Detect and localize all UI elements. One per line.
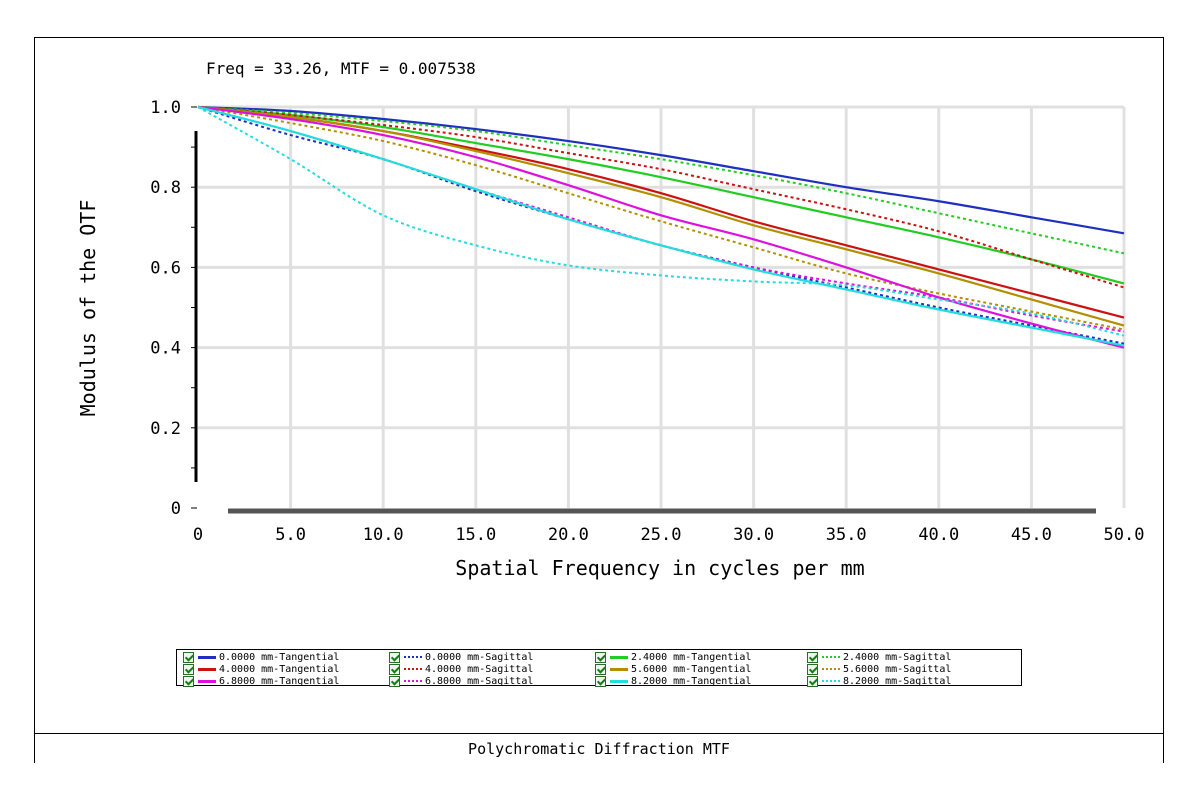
legend-item[interactable]: 4.0000 mm-Sagittal bbox=[389, 663, 595, 675]
series-line-0-0000-mm-tangential bbox=[197, 105, 1125, 235]
legend-swatch bbox=[404, 680, 422, 682]
legend-checkbox[interactable] bbox=[595, 651, 606, 663]
legend-checkbox[interactable] bbox=[183, 663, 194, 675]
x-tick-label: 5.0 bbox=[275, 525, 306, 545]
series-line-6-8000-mm-tangential bbox=[197, 105, 1125, 349]
series-line-4-0000-mm-sagittal bbox=[197, 106, 1125, 289]
legend-item[interactable]: 8.2000 mm-Tangential bbox=[595, 675, 807, 687]
series-line-5-6000-mm-tangential bbox=[197, 105, 1125, 327]
legend-item[interactable]: 2.4000 mm-Tangential bbox=[595, 651, 807, 663]
series-line-8-2000-mm-sagittal bbox=[197, 106, 1125, 337]
legend-label: 2.4000 mm-Tangential bbox=[631, 651, 752, 663]
legend-label: 4.0000 mm-Tangential bbox=[219, 663, 340, 675]
legend-checkbox[interactable] bbox=[389, 651, 400, 663]
x-tick-label: 35.0 bbox=[826, 525, 867, 545]
legend-label: 5.6000 mm-Sagittal bbox=[843, 663, 952, 675]
x-tick-label: 10.0 bbox=[363, 525, 404, 545]
plot-grid bbox=[198, 105, 1126, 508]
y-tick-label: 0.2 bbox=[150, 419, 181, 439]
y-tick-label: 0.4 bbox=[150, 339, 181, 359]
legend-item[interactable]: 6.8000 mm-Tangential bbox=[183, 675, 389, 687]
y-tick-label: 1.0 bbox=[150, 98, 181, 118]
legend-item[interactable]: 4.0000 mm-Tangential bbox=[183, 663, 389, 675]
series-lines bbox=[197, 105, 1125, 349]
legend-item[interactable]: 5.6000 mm-Sagittal bbox=[807, 663, 1013, 675]
series-line-5-6000-mm-sagittal bbox=[197, 106, 1125, 331]
legend-item[interactable]: 8.2000 mm-Sagittal bbox=[807, 675, 1013, 687]
tick-labels: 0 5.0 10.0 15.0 20.0 25.0 30.0 35.0 40.0 45.0 50.0… bbox=[150, 98, 1144, 545]
x-tick-label: 45.0 bbox=[1011, 525, 1052, 545]
legend-item[interactable]: 0.0000 mm-Sagittal bbox=[389, 651, 595, 663]
legend-checkbox[interactable] bbox=[807, 675, 818, 687]
legend-label: 0.0000 mm-Tangential bbox=[219, 651, 340, 663]
legend-swatch bbox=[198, 679, 216, 683]
legend-swatch bbox=[822, 668, 840, 670]
legend-item[interactable]: 5.6000 mm-Tangential bbox=[595, 663, 807, 675]
legend-checkbox[interactable] bbox=[183, 651, 194, 663]
legend-checkbox[interactable] bbox=[389, 675, 400, 687]
legend-swatch bbox=[610, 679, 628, 683]
legend-item[interactable]: 0.0000 mm-Tangential bbox=[183, 651, 389, 663]
legend-checkbox[interactable] bbox=[389, 663, 400, 675]
legend-item[interactable]: 6.8000 mm-Sagittal bbox=[389, 675, 595, 687]
legend-checkbox[interactable] bbox=[595, 663, 606, 675]
legend-label: 6.8000 mm-Sagittal bbox=[425, 675, 534, 687]
legend-swatch bbox=[198, 655, 216, 659]
legend-label: 2.4000 mm-Sagittal bbox=[843, 651, 952, 663]
x-tick-label: 20.0 bbox=[548, 525, 589, 545]
x-tick-label: 50.0 bbox=[1104, 525, 1145, 545]
series-line-2-4000-mm-sagittal bbox=[197, 106, 1125, 255]
legend-swatch bbox=[610, 655, 628, 659]
y-axis-label: Modulus of the OTF bbox=[76, 200, 100, 417]
legend-checkbox[interactable] bbox=[183, 675, 194, 687]
legend-label: 5.6000 mm-Tangential bbox=[631, 663, 752, 675]
legend-label: 8.2000 mm-Tangential bbox=[631, 675, 752, 687]
legend-label: 4.0000 mm-Sagittal bbox=[425, 663, 534, 675]
legend-swatch bbox=[610, 667, 628, 671]
legend-swatch bbox=[404, 668, 422, 670]
legend-swatch bbox=[404, 656, 422, 658]
legend-label: 6.8000 mm-Tangential bbox=[219, 675, 340, 687]
legend-label: 0.0000 mm-Sagittal bbox=[425, 651, 534, 663]
x-axis-label: Spatial Frequency in cycles per mm bbox=[455, 556, 864, 580]
x-tick-label: 25.0 bbox=[641, 525, 682, 545]
chart-footer-title: Polychromatic Diffraction MTF bbox=[34, 733, 1164, 763]
y-tick-label: 0.6 bbox=[150, 258, 181, 278]
x-tick-label: 15.0 bbox=[455, 525, 496, 545]
legend-checkbox[interactable] bbox=[595, 675, 606, 687]
legend-swatch bbox=[198, 667, 216, 671]
cursor-readout: Freq = 33.26, MTF = 0.007538 bbox=[206, 59, 476, 78]
x-tick-label: 30.0 bbox=[733, 525, 774, 545]
legend-checkbox[interactable] bbox=[807, 651, 818, 663]
legend: 0.0000 mm-Tangential 0.0000 mm-Sagittal 2.… bbox=[176, 649, 1022, 687]
series-line-2-4000-mm-tangential bbox=[197, 105, 1125, 285]
x-tick-label: 40.0 bbox=[918, 525, 959, 545]
plot-axes bbox=[191, 106, 1096, 514]
legend-label: 8.2000 mm-Sagittal bbox=[843, 675, 952, 687]
y-tick-label: 0 bbox=[171, 499, 181, 519]
y-tick-label: 0.8 bbox=[150, 178, 181, 198]
x-tick-label: 0 bbox=[193, 525, 203, 545]
legend-checkbox[interactable] bbox=[807, 663, 818, 675]
legend-item[interactable]: 2.4000 mm-Sagittal bbox=[807, 651, 1013, 663]
legend-swatch bbox=[822, 656, 840, 658]
legend-swatch bbox=[822, 680, 840, 682]
series-line-8-2000-mm-tangential bbox=[197, 105, 1125, 347]
